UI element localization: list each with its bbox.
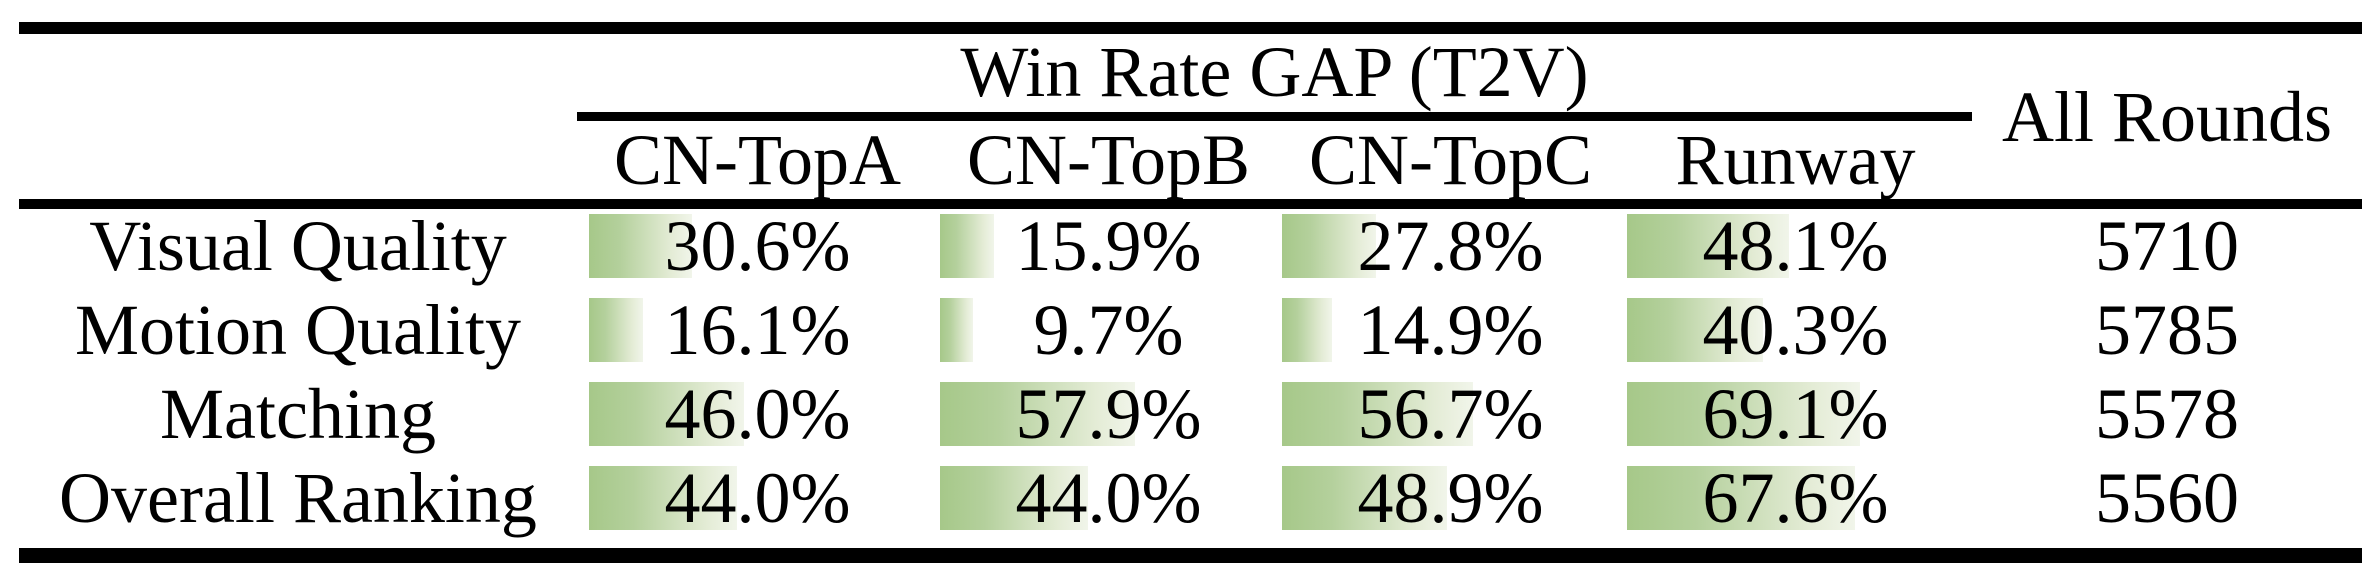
win-rate-value: 69.1% <box>1702 374 1889 454</box>
win-rate-cell: 46.0% <box>589 378 926 450</box>
win-rate-value: 14.9% <box>1357 290 1544 370</box>
win-rate-value: 30.6% <box>664 206 851 286</box>
win-rate-cell: 14.9% <box>1282 294 1619 366</box>
column-header-runway: Runway <box>1675 120 1916 200</box>
win-rate-cell: 48.1% <box>1627 210 1964 282</box>
data-bar <box>940 466 1089 530</box>
row-label-motion-quality: Motion Quality <box>75 290 521 370</box>
row-label-visual-quality: Visual Quality <box>89 206 507 286</box>
data-bar <box>1627 466 1855 530</box>
header-bottom-rule <box>19 199 2362 209</box>
data-bar <box>1627 214 1790 278</box>
win-rate-cell: 16.1% <box>589 294 926 366</box>
win-rate-cell: 9.7% <box>940 294 1277 366</box>
table-top-rule <box>19 22 2362 34</box>
column-header-cn-topb: CN-TopB <box>967 120 1250 200</box>
table-bottom-rule <box>19 548 2362 563</box>
data-bar <box>589 382 745 446</box>
data-bar <box>589 214 693 278</box>
column-header-cn-topc: CN-TopC <box>1309 120 1592 200</box>
column-header-all-rounds: All Rounds <box>2001 76 2333 157</box>
table-title: Win Rate GAP (T2V) <box>960 32 1589 112</box>
win-rate-value: 40.3% <box>1702 290 1889 370</box>
win-rate-value: 9.7% <box>1033 290 1184 370</box>
data-bar <box>1282 466 1447 530</box>
win-rate-cell: 56.7% <box>1282 378 1619 450</box>
data-bar <box>1282 298 1333 362</box>
win-rate-cell: 44.0% <box>589 462 926 534</box>
row-label-matching: Matching <box>160 374 436 454</box>
data-bar <box>589 466 738 530</box>
win-rate-value: 27.8% <box>1357 206 1544 286</box>
title-underline-rule <box>577 112 1972 121</box>
win-rate-cell: 67.6% <box>1627 462 1964 534</box>
all-rounds-value: 5785 <box>2095 290 2239 370</box>
all-rounds-value: 5560 <box>2095 458 2239 538</box>
win-rate-cell: 40.3% <box>1627 294 1964 366</box>
win-rate-value: 16.1% <box>664 290 851 370</box>
win-rate-value: 44.0% <box>664 458 851 538</box>
column-header-cn-topa: CN-TopA <box>614 120 901 200</box>
data-bar <box>1627 298 1763 362</box>
win-rate-cell: 15.9% <box>940 210 1277 282</box>
data-bar <box>1627 382 1860 446</box>
win-rate-cell: 57.9% <box>940 378 1277 450</box>
win-rate-cell: 48.9% <box>1282 462 1619 534</box>
data-bar <box>1282 382 1474 446</box>
data-bar <box>940 382 1136 446</box>
all-rounds-value: 5710 <box>2095 206 2239 286</box>
win-rate-value: 44.0% <box>1015 458 1202 538</box>
row-label-overall-ranking: Overall Ranking <box>59 458 537 538</box>
win-rate-cell: 30.6% <box>589 210 926 282</box>
win-rate-value: 56.7% <box>1357 374 1544 454</box>
data-bar <box>940 214 994 278</box>
win-rate-value: 46.0% <box>664 374 851 454</box>
win-rate-value: 48.1% <box>1702 206 1889 286</box>
win-rate-value: 57.9% <box>1015 374 1202 454</box>
data-bar <box>589 298 644 362</box>
win-rate-value: 67.6% <box>1702 458 1889 538</box>
win-rate-value: 48.9% <box>1357 458 1544 538</box>
data-bar <box>940 298 973 362</box>
all-rounds-value: 5578 <box>2095 374 2239 454</box>
win-rate-cell: 69.1% <box>1627 378 1964 450</box>
win-rate-cell: 44.0% <box>940 462 1277 534</box>
win-rate-value: 15.9% <box>1015 206 1202 286</box>
win-rate-cell: 27.8% <box>1282 210 1619 282</box>
data-bar <box>1282 214 1376 278</box>
